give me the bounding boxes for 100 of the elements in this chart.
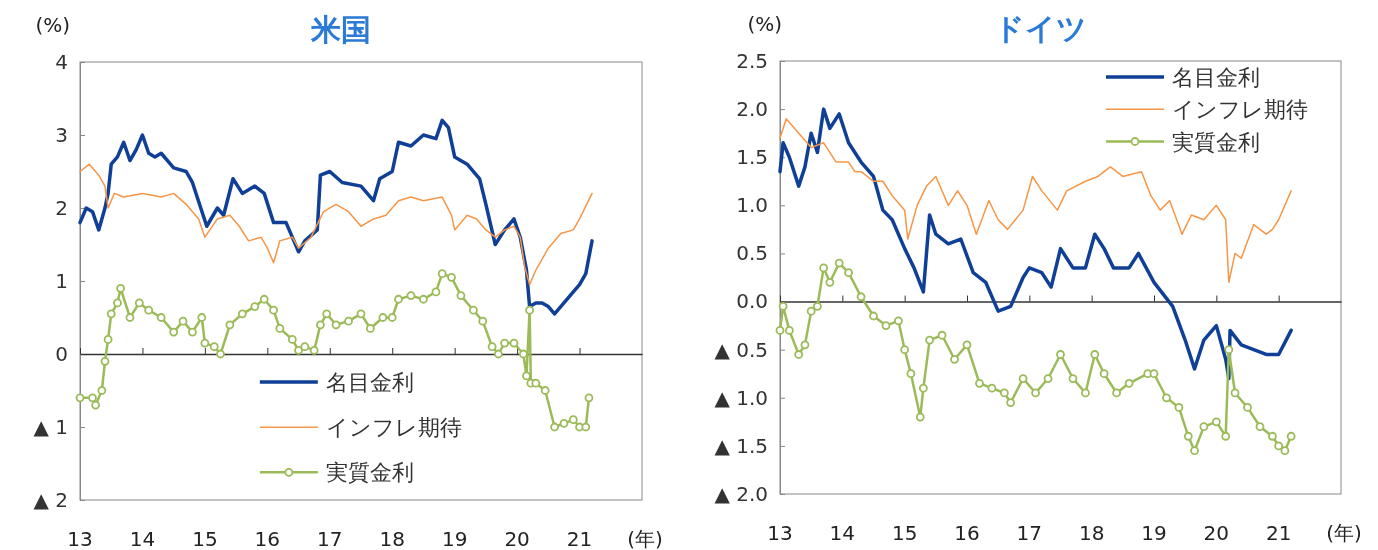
point [915,412,925,422]
y-tick-label: 0 [55,341,68,366]
point [794,350,804,359]
point [1286,431,1296,441]
y-tick-label: ▲ 1.0 [714,385,768,410]
point [1183,431,1193,441]
legend-label: 実質金利 [325,460,414,486]
y-axis-title: (%) [35,13,70,37]
x-tick-label: 15 [192,527,218,550]
point [1099,369,1109,379]
point [906,369,916,379]
point [1268,431,1277,441]
x-axis-title: (年) [627,527,663,550]
y-tick-label: 2.0 [736,97,768,122]
point [925,335,934,345]
point [1274,441,1284,451]
line-series [79,163,593,286]
point [1190,446,1199,456]
point [825,277,835,287]
y-tick-label: 1.0 [736,193,768,218]
point [1018,374,1028,383]
x-tick-label: 16 [954,521,980,545]
point [813,301,822,311]
point [937,330,947,340]
y-tick-label: 2.5 [736,48,768,73]
point [894,316,903,326]
point [1224,345,1234,355]
x-axis-title: (年) [1326,521,1362,545]
point [775,326,785,335]
point [819,263,829,273]
y-tick-label: ▲ 2.0 [714,481,768,506]
point [844,268,853,278]
x-tick-label: 20 [1203,521,1230,545]
point [869,311,878,321]
y-tick-label: 1.5 [736,145,768,170]
point [1124,378,1134,388]
point [834,258,844,268]
legend-label: インフレ期待 [1172,97,1308,123]
point [1162,393,1171,403]
point [975,378,984,388]
y-tick-label: 2 [55,195,68,220]
point [987,383,997,393]
point [1112,388,1121,398]
x-tick-label: 17 [317,527,343,550]
x-tick-label: 13 [767,521,793,545]
y-tick-label: 1 [55,268,68,293]
legend-label: 実質金利 [1172,129,1260,155]
point [1068,374,1078,383]
point [1174,403,1184,412]
point [1230,388,1240,398]
y-tick-label: ▲ 1 [33,414,68,439]
x-tick-label: 20 [504,527,530,550]
point [1081,388,1090,398]
x-tick-label: 18 [379,527,405,550]
x-tick-label: 19 [1141,521,1167,545]
point [962,340,972,350]
point [1043,374,1053,383]
y-tick-label: 4 [55,49,68,74]
point [918,383,928,393]
point [1221,431,1231,441]
line-series [78,118,594,316]
point [900,345,910,355]
point [784,326,794,335]
point [778,301,788,311]
x-tick-label: 15 [891,521,918,545]
y-tick-label: 0.0 [736,289,768,314]
point [856,292,866,302]
legend-label: 名目金利 [325,370,414,395]
y-tick-label: 3 [55,122,68,147]
point [950,354,959,364]
point [1090,350,1100,359]
point [1056,350,1065,359]
point [1211,417,1221,427]
x-tick-label: 18 [1078,521,1105,545]
point [1255,422,1265,432]
x-tick-label: 13 [67,527,93,550]
point [881,321,891,331]
x-tick-label: 21 [1265,521,1292,545]
point [1031,388,1040,398]
y-tick-label: ▲ 1.5 [714,433,768,458]
point [800,340,810,350]
x-tick-label: 21 [566,527,593,550]
legend-label: インフレ期待 [325,415,462,441]
y-tick-label: ▲ 0.5 [714,337,768,362]
x-tick-label: 19 [441,527,468,550]
point [1199,422,1209,432]
point [806,306,816,316]
chart-title: 米国 [310,12,371,47]
y-axis-title: (%) [747,12,782,36]
point [1000,388,1009,398]
point [1149,369,1159,379]
point [1006,398,1016,407]
chart-title: ドイツ [994,11,1087,46]
y-tick-label: 0.5 [736,241,768,266]
x-tick-label: 14 [129,527,156,550]
point [1280,446,1290,456]
point [1243,403,1252,412]
y-tick-label: ▲ 2 [33,487,68,512]
x-tick-label: 17 [1016,521,1043,545]
legend-label: 名目金利 [1172,65,1260,90]
